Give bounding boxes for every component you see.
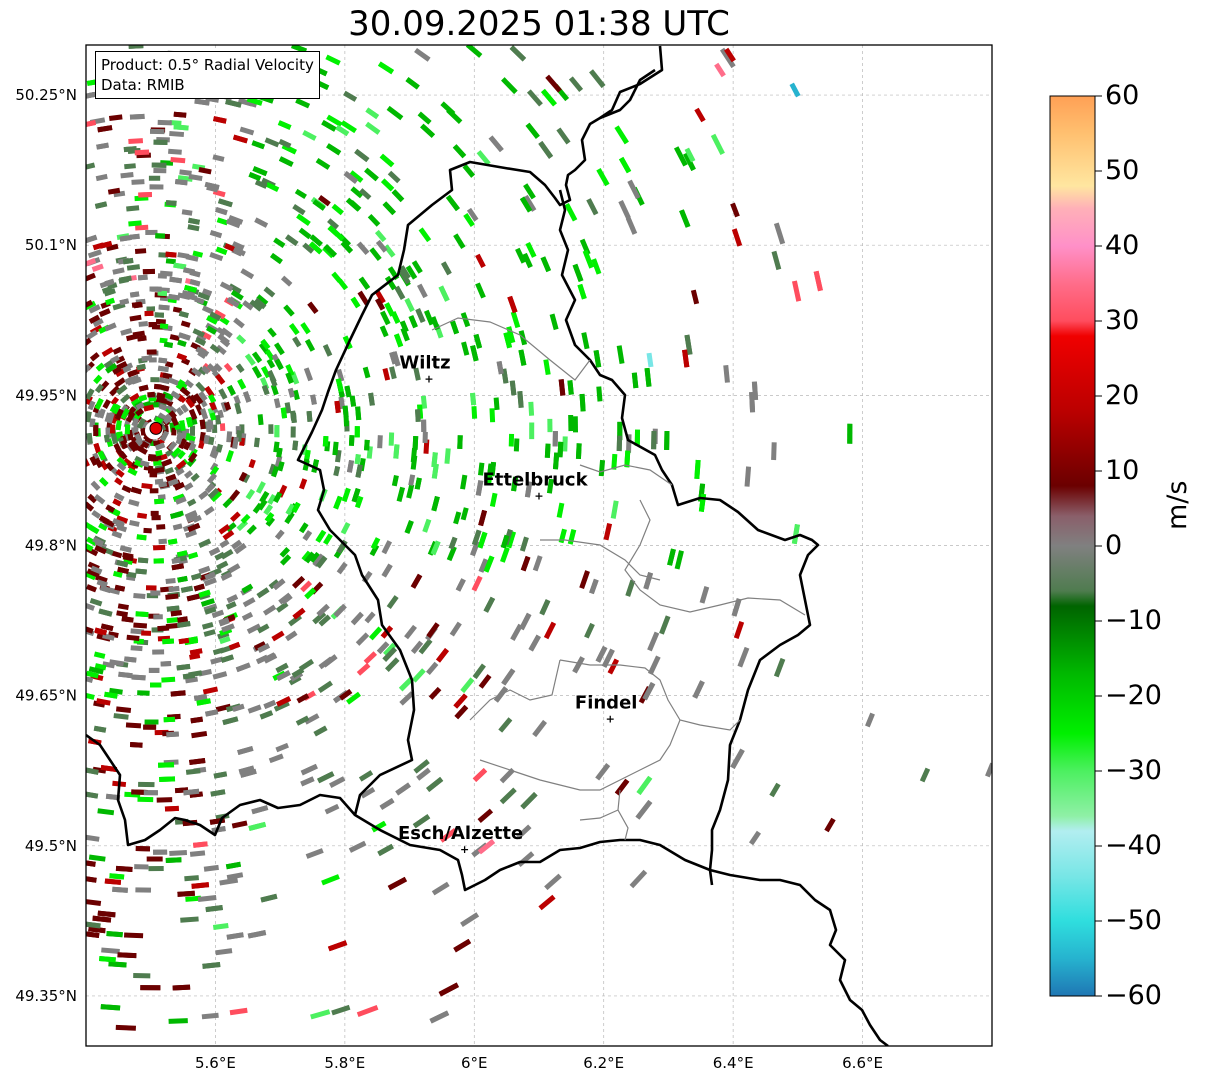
axis-ticks: 50.25°N 50.1°N 49.95°N 49.8°N 49.65°N 49.5°N 4…	[15, 86, 883, 1072]
colorbar-tick-label: 10	[1105, 455, 1140, 486]
product-text: Product: 0.5° Radial Velocity	[101, 56, 314, 74]
city-label: Ettelbruck	[482, 469, 588, 490]
city-label: Findel	[575, 693, 638, 714]
lat-tick-label: 49.5°N	[25, 837, 77, 855]
colorbar-tick-label: 60	[1105, 80, 1140, 111]
lon-tick-label: 5.8°E	[324, 1054, 365, 1072]
map-frame	[85, 44, 993, 1047]
canton-borders	[431, 317, 806, 841]
colorbar-tick-label: 30	[1105, 305, 1140, 336]
colorbar-ticks	[1095, 95, 1102, 997]
map-title: 30.09.2025 01:38 UTC	[348, 4, 730, 44]
lon-tick-label: 6.2°E	[583, 1054, 624, 1072]
city-label: Esch/Alzette	[398, 823, 523, 844]
colorbar-tick-label: −50	[1105, 905, 1162, 936]
luxembourg-border-west	[296, 45, 714, 892]
lat-tick-label: 49.35°N	[15, 987, 77, 1005]
country-borders	[86, 45, 889, 1046]
colorbar-tick-label: −30	[1105, 755, 1162, 786]
lon-tick-label: 6.4°E	[713, 1054, 754, 1072]
colorbar-tick-label: −40	[1105, 830, 1162, 861]
luxembourg-border-east	[558, 189, 889, 1046]
city-marker: +	[424, 372, 433, 385]
colorbar-tick-label: −10	[1105, 605, 1162, 636]
lat-tick-label: 49.8°N	[25, 537, 77, 555]
lat-tick-label: 49.95°N	[15, 386, 77, 404]
city-marker: +	[460, 843, 469, 856]
velocity-echoes	[86, 45, 992, 1031]
lon-tick-label: 5.6°E	[195, 1054, 236, 1072]
city-label: Wiltz	[399, 352, 450, 373]
colorbar	[1049, 95, 1096, 997]
lat-tick-label: 50.1°N	[25, 236, 77, 254]
colorbar-tick-label: 40	[1105, 230, 1140, 261]
lon-tick-label: 6.6°E	[842, 1054, 883, 1072]
radar-site-marker	[149, 421, 163, 435]
city-marker: +	[534, 489, 543, 502]
city-labels: +Wiltz+Ettelbruck+Findel+Esch/Alzette	[398, 352, 638, 855]
lat-tick-label: 49.65°N	[15, 687, 77, 705]
product-info-box: Product: 0.5° Radial Velocity Data: RMIB	[95, 51, 320, 99]
colorbar-tick-label: −20	[1105, 680, 1162, 711]
data-source-text: Data: RMIB	[101, 76, 185, 94]
france-belgium-border	[86, 733, 356, 847]
lat-tick-label: 50.25°N	[15, 86, 77, 104]
lon-tick-label: 6°E	[461, 1054, 488, 1072]
colorbar-tick-label: 50	[1105, 155, 1140, 186]
germany-border-north	[599, 68, 656, 120]
colorbar-tick-label: 0	[1105, 530, 1123, 561]
colorbar-tick-label: 20	[1105, 380, 1140, 411]
city-marker: +	[606, 713, 615, 726]
radar-site-layer	[144, 421, 163, 440]
colorbar-unit-label: m/s	[1162, 480, 1193, 530]
colorbar-tick-label: −60	[1105, 980, 1162, 1011]
